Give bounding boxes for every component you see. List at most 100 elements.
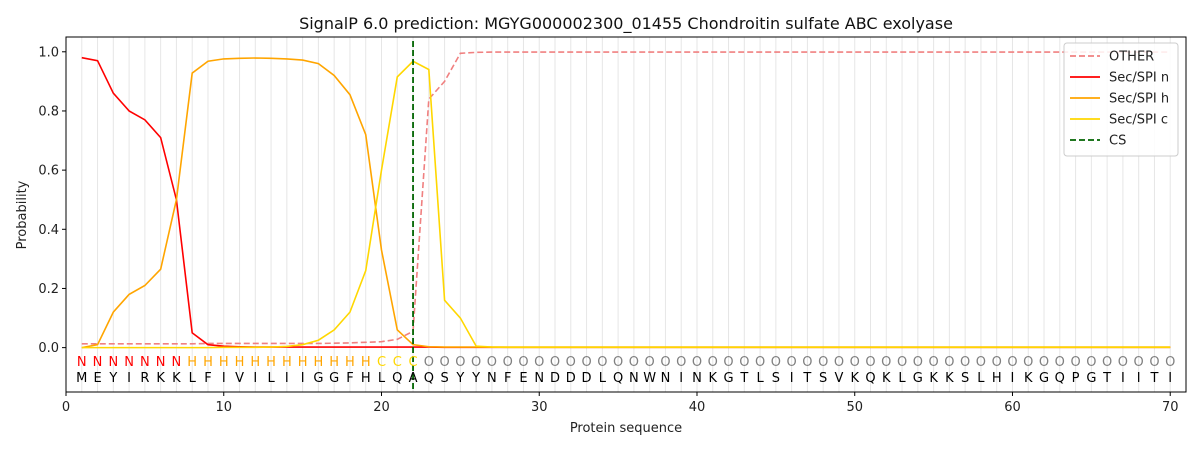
residue-label: S bbox=[819, 371, 827, 386]
region-label: O bbox=[1070, 355, 1080, 370]
x-tick-label: 30 bbox=[531, 400, 548, 415]
region-label: O bbox=[1118, 355, 1128, 370]
residue-label: Q bbox=[392, 371, 402, 386]
y-tick-label: 0.0 bbox=[38, 341, 59, 356]
residue-label: S bbox=[772, 371, 780, 386]
residue-label: K bbox=[1024, 371, 1033, 386]
residue-label: Q bbox=[1055, 371, 1065, 386]
plot-frame bbox=[65, 36, 1187, 393]
residue-label: I bbox=[285, 371, 289, 386]
residue-label: K bbox=[850, 371, 859, 386]
region-label: O bbox=[424, 355, 434, 370]
residue-label: K bbox=[882, 371, 891, 386]
region-label: O bbox=[1134, 355, 1144, 370]
residue-label: G bbox=[913, 371, 923, 386]
series-line bbox=[81, 60, 1171, 349]
region-label: H bbox=[187, 355, 197, 370]
region-label: O bbox=[881, 355, 891, 370]
region-label: O bbox=[581, 355, 591, 370]
y-tick-label: 0.8 bbox=[38, 104, 59, 119]
series-lines bbox=[81, 41, 1171, 389]
y-tick-label: 1.0 bbox=[38, 45, 59, 60]
residue-label: I bbox=[1011, 371, 1015, 386]
residue-label: D bbox=[582, 371, 592, 386]
region-label: N bbox=[77, 355, 87, 370]
region-label: H bbox=[282, 355, 292, 370]
legend-label: Sec/SPI n bbox=[1109, 71, 1169, 86]
residue-label: I bbox=[1137, 371, 1141, 386]
region-label: O bbox=[818, 355, 828, 370]
residue-label: K bbox=[945, 371, 954, 386]
x-tick-label: 10 bbox=[215, 400, 232, 415]
region-label: O bbox=[1007, 355, 1017, 370]
residue-label: I bbox=[301, 371, 305, 386]
region-label: O bbox=[613, 355, 623, 370]
region-label: O bbox=[755, 355, 765, 370]
region-label: O bbox=[723, 355, 733, 370]
sequence-labels: NMNENYNINRNKNKHLHFHIHVHIHLHIHIHGHGHFHHCL… bbox=[76, 355, 1175, 386]
residue-label: L bbox=[756, 371, 764, 386]
region-label: O bbox=[1165, 355, 1175, 370]
region-label: O bbox=[787, 355, 797, 370]
residue-label: L bbox=[189, 371, 197, 386]
residue-label: L bbox=[977, 371, 985, 386]
residue-label: I bbox=[127, 371, 131, 386]
residue-label: Q bbox=[424, 371, 434, 386]
residue-label: T bbox=[802, 371, 811, 386]
region-label: O bbox=[455, 355, 465, 370]
residue-label: I bbox=[679, 371, 683, 386]
region-label: O bbox=[976, 355, 986, 370]
residue-label: Y bbox=[471, 371, 480, 386]
residue-label: I bbox=[222, 371, 226, 386]
residue-label: T bbox=[1102, 371, 1111, 386]
region-label: O bbox=[960, 355, 970, 370]
residue-label: F bbox=[346, 371, 353, 386]
residue-label: Q bbox=[865, 371, 875, 386]
residue-label: S bbox=[961, 371, 969, 386]
residue-label: H bbox=[361, 371, 371, 386]
region-label: H bbox=[203, 355, 213, 370]
region-label: H bbox=[250, 355, 260, 370]
legend-label: OTHER bbox=[1109, 50, 1154, 65]
residue-label: E bbox=[519, 371, 527, 386]
region-label: O bbox=[518, 355, 528, 370]
y-axis-label: Probability bbox=[15, 180, 30, 249]
x-tick-label: 50 bbox=[846, 400, 863, 415]
y-axis-ticks: 0.0 0.2 0.4 0.6 0.8 1.0 bbox=[38, 45, 66, 356]
residue-label: S bbox=[440, 371, 448, 386]
region-label: O bbox=[487, 355, 497, 370]
legend-box bbox=[1063, 42, 1179, 157]
region-label: N bbox=[108, 355, 118, 370]
region-label: N bbox=[172, 355, 182, 370]
residue-label: M bbox=[76, 371, 87, 386]
region-label: O bbox=[913, 355, 923, 370]
residue-label: G bbox=[329, 371, 339, 386]
grid-lines bbox=[81, 37, 1171, 392]
legend-label: Sec/SPI c bbox=[1109, 113, 1168, 128]
residue-label: T bbox=[739, 371, 748, 386]
region-label: C bbox=[377, 355, 386, 370]
region-label: O bbox=[692, 355, 702, 370]
residue-label: N bbox=[692, 371, 702, 386]
residue-label: K bbox=[929, 371, 938, 386]
region-label: O bbox=[771, 355, 781, 370]
x-axis-label: Protein sequence bbox=[570, 421, 682, 436]
residue-label: G bbox=[1086, 371, 1096, 386]
residue-label: E bbox=[93, 371, 101, 386]
region-label: O bbox=[629, 355, 639, 370]
region-label: O bbox=[1102, 355, 1112, 370]
region-label: N bbox=[93, 355, 103, 370]
x-tick-label: 70 bbox=[1162, 400, 1179, 415]
residue-label: N bbox=[487, 371, 497, 386]
region-label: O bbox=[1149, 355, 1159, 370]
y-tick-label: 0.2 bbox=[38, 282, 59, 297]
region-label: H bbox=[329, 355, 339, 370]
region-label: O bbox=[739, 355, 749, 370]
region-label: O bbox=[865, 355, 875, 370]
region-label: O bbox=[503, 355, 513, 370]
legend: OTHER Sec/SPI n Sec/SPI h Sec/SPI c CS bbox=[1063, 42, 1179, 157]
region-label: H bbox=[361, 355, 371, 370]
region-label: O bbox=[597, 355, 607, 370]
